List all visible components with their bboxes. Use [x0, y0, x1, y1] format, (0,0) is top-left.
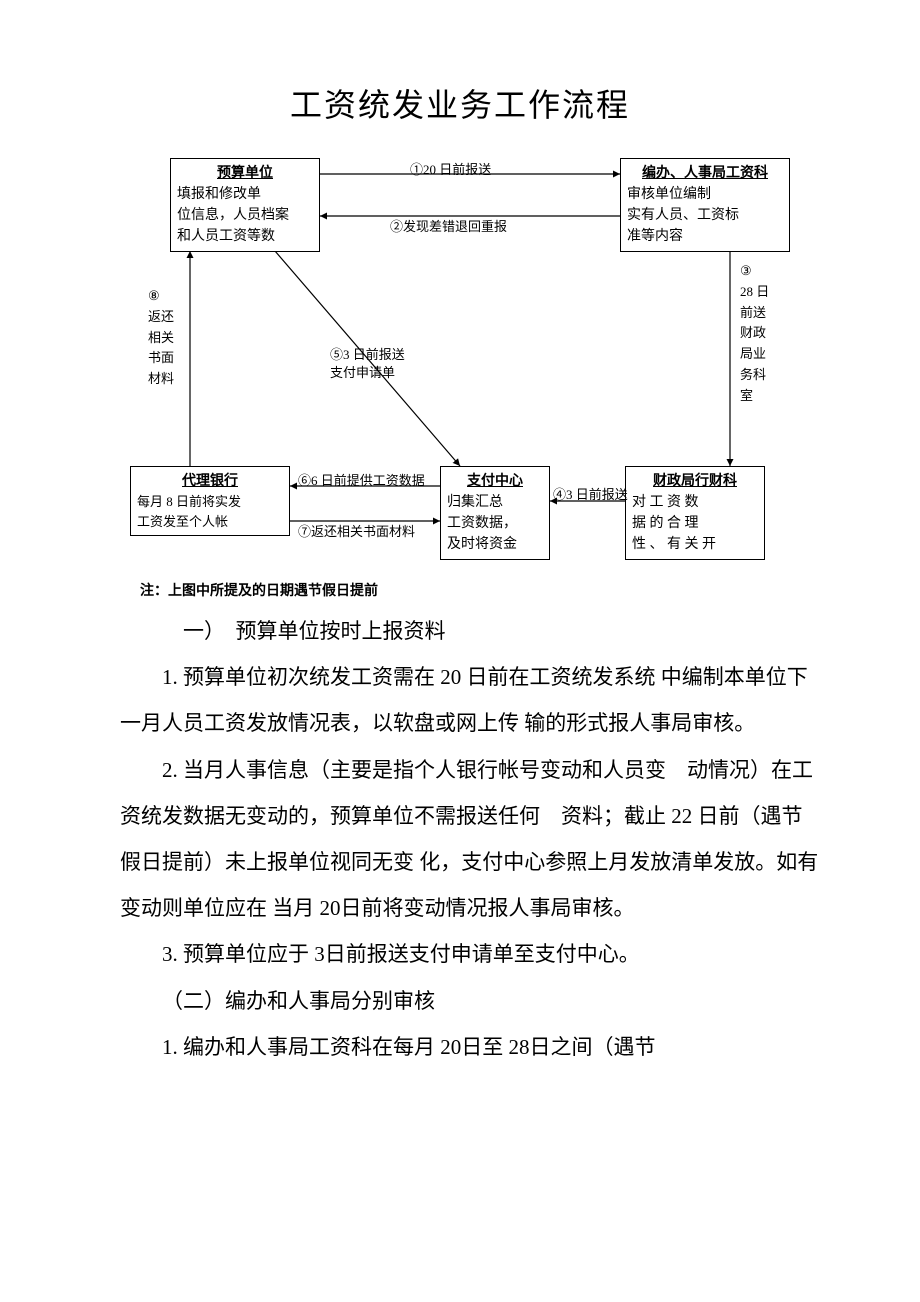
node-header: 财政局行财科	[632, 471, 758, 492]
flowchart: 预算单位 填报和修改单 位信息，人员档案 和人员工资等数 编办、人事局工资科 审…	[130, 156, 830, 576]
node-finance: 财政局行财科 对 工 资 数 据 的 合 理 性 、 有 关 开	[625, 466, 765, 560]
node-body: 归集汇总 工资数据， 及时将资金	[447, 492, 543, 555]
page-title: 工资统发业务工作流程	[0, 0, 920, 156]
node-agent-bank: 代理银行 每月 8 日前将实发 工资发至个人帐	[130, 466, 290, 536]
edge-label-8: ⑧ 返还 相关 书面 材料	[148, 286, 178, 390]
node-body: 对 工 资 数 据 的 合 理 性 、 有 关 开	[632, 492, 758, 555]
edge-label-5: ⑤3 日前报送 支付申请单	[330, 346, 405, 382]
paragraph-3: 3. 预算单位应于 3日前报送支付申请单至支付中心。	[120, 931, 820, 977]
edge-label-6: ⑥6 日前提供工资数据	[298, 472, 425, 490]
edge-label-1: ①20 日前报送	[410, 161, 491, 179]
diagram-note: 注：上图中所提及的日期遇节假日提前	[140, 580, 920, 600]
node-body: 填报和修改单 位信息，人员档案 和人员工资等数	[177, 184, 313, 247]
node-header: 编办、人事局工资科	[627, 163, 783, 184]
document-body: 一） 预算单位按时上报资料 1. 预算单位初次统发工资需在 20 日前在工资统发…	[120, 608, 820, 1070]
edge-label-2: ②发现差错退回重报	[390, 218, 507, 236]
paragraph-2: 2. 当月人事信息（主要是指个人银行帐号变动和人员变 动情况）在工资统发数据无变…	[120, 747, 820, 932]
section-2-title: （二）编办和人事局分别审核	[120, 978, 820, 1024]
edge-label-7: ⑦返还相关书面材料	[298, 523, 415, 541]
node-header: 支付中心	[447, 471, 543, 492]
paragraph-1: 1. 预算单位初次统发工资需在 20 日前在工资统发系统 中编制本单位下一月人员…	[120, 654, 820, 746]
node-body: 每月 8 日前将实发 工资发至个人帐	[137, 492, 283, 531]
paragraph-4: 1. 编办和人事局工资科在每月 20日至 28日之间（遇节	[120, 1024, 820, 1070]
section-1-title: 一） 预算单位按时上报资料	[120, 608, 820, 654]
edge-label-3: ③ 28 日 前送 财政 局业 务科 室	[740, 261, 770, 407]
node-body: 审核单位编制 实有人员、工资标 准等内容	[627, 184, 783, 247]
node-header: 代理银行	[137, 471, 283, 492]
node-pay-center: 支付中心 归集汇总 工资数据， 及时将资金	[440, 466, 550, 560]
edge-label-4: ④3 日前报送	[553, 486, 628, 504]
node-budget-unit: 预算单位 填报和修改单 位信息，人员档案 和人员工资等数	[170, 158, 320, 252]
node-header: 预算单位	[177, 163, 313, 184]
node-hr-bureau: 编办、人事局工资科 审核单位编制 实有人员、工资标 准等内容	[620, 158, 790, 252]
